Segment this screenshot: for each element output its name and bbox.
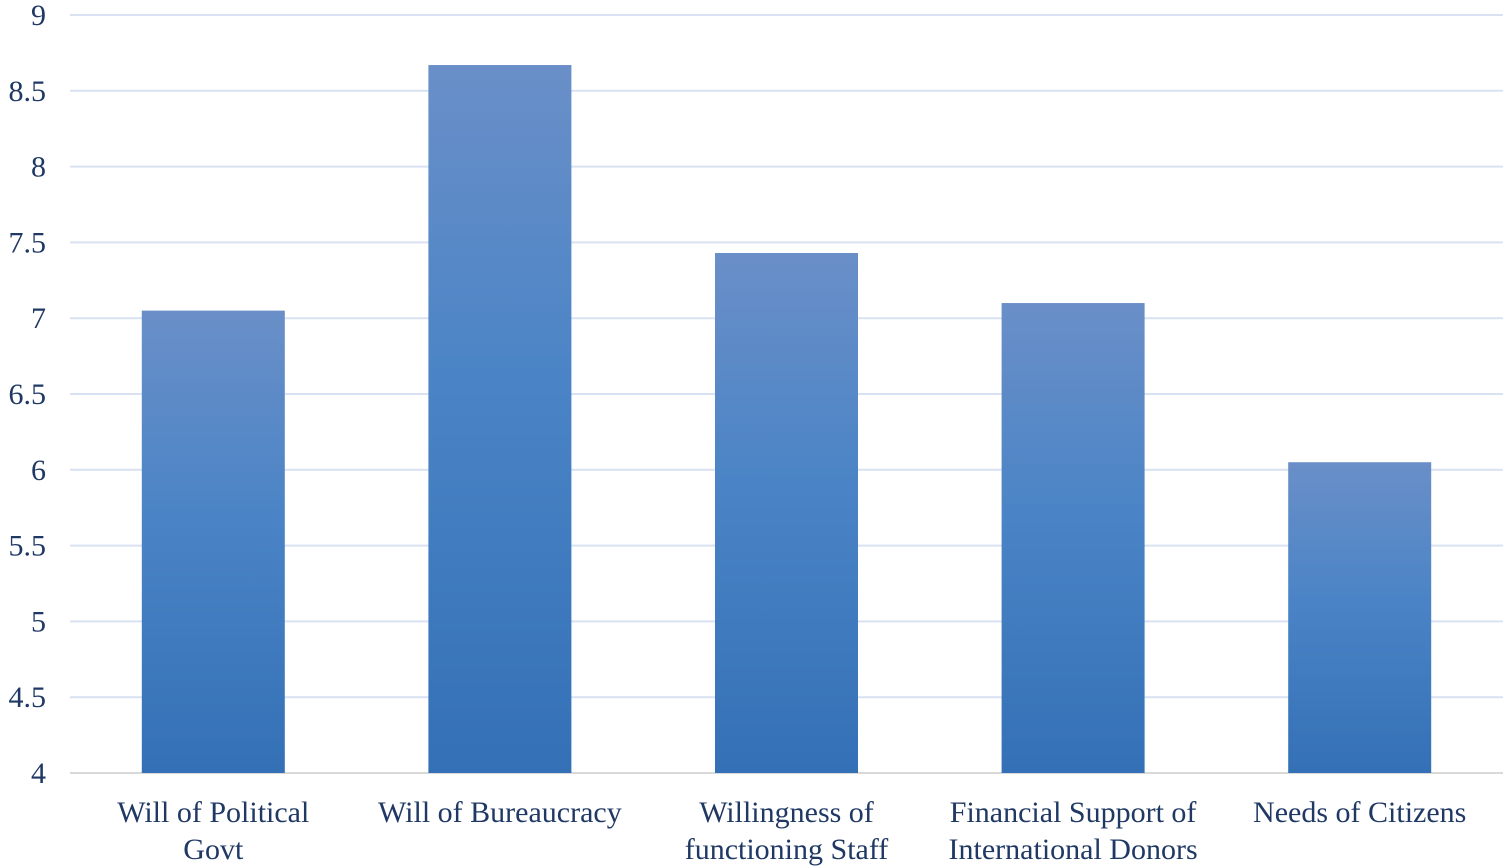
bars	[141, 65, 1432, 774]
bar	[428, 65, 572, 773]
bar	[1288, 462, 1432, 773]
x-category-label: Govt	[183, 833, 244, 866]
y-tick-label: 4	[31, 757, 46, 790]
x-category-label: International Donors	[949, 833, 1198, 866]
y-tick-label: 4.5	[9, 681, 47, 714]
x-category-label: Needs of Citizens	[1253, 796, 1466, 829]
y-tick-label: 7	[31, 302, 46, 335]
y-tick-label: 6	[31, 454, 46, 487]
y-tick-label: 8.5	[9, 75, 47, 108]
bar	[141, 310, 285, 773]
y-tick-label: 6.5	[9, 378, 47, 411]
y-tick-label: 7.5	[9, 226, 47, 259]
bar	[715, 253, 858, 774]
bar	[1001, 303, 1145, 773]
y-axis-tick-labels: 4 4.5 5 5.5 6 6.5 7 7.5 8 8.5 9	[9, 0, 47, 790]
x-axis-category-labels: Will of Political Govt Will of Bureaucracy…	[117, 796, 1466, 866]
x-category-label: Financial Support of	[950, 796, 1197, 829]
x-category-label: Will of Bureaucracy	[378, 796, 622, 829]
y-tick-label: 9	[31, 0, 46, 32]
x-category-label: Willingness of	[699, 796, 874, 829]
y-tick-label: 5	[31, 605, 46, 638]
x-category-label: functioning Staff	[685, 833, 889, 866]
y-tick-label: 5.5	[9, 530, 47, 563]
x-category-label: Will of Political	[117, 796, 309, 829]
y-tick-label: 8	[31, 151, 46, 184]
